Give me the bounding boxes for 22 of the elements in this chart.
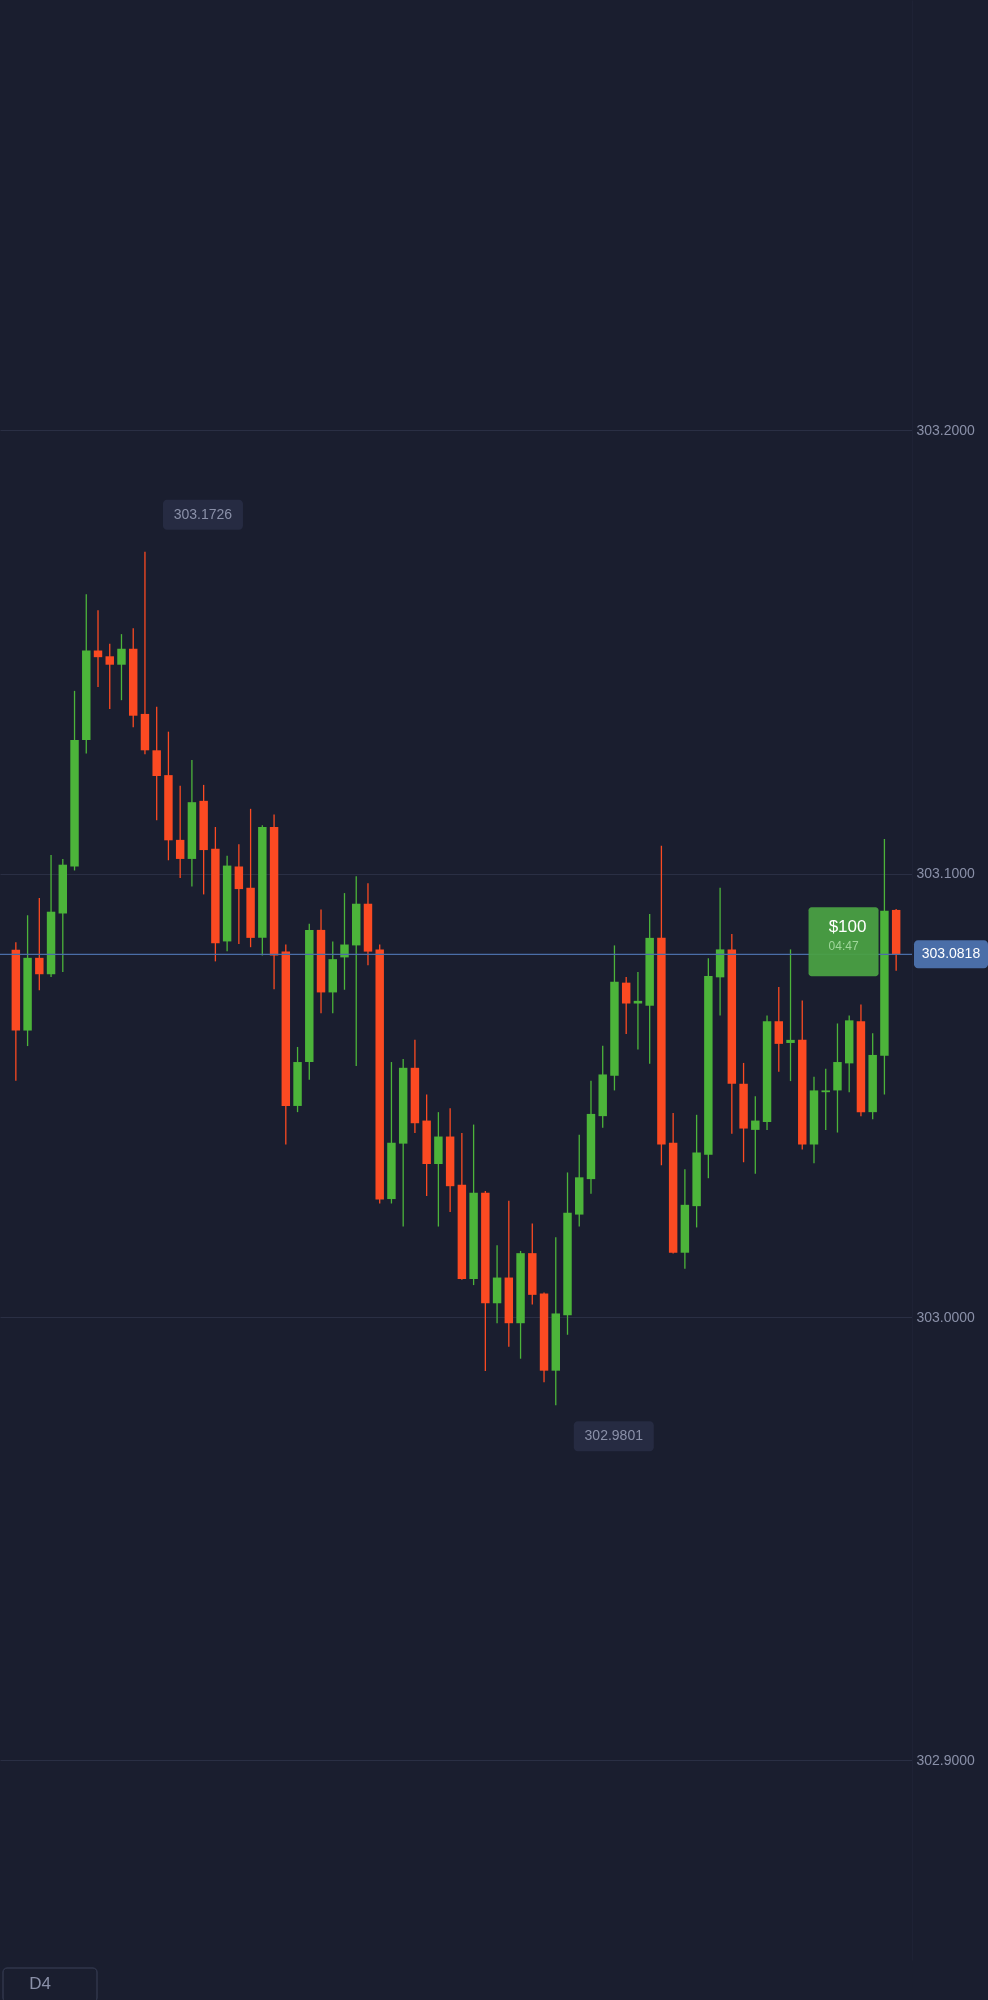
candlestick bbox=[633, 971, 643, 1051]
y-tick-label: 303.1000 bbox=[916, 865, 976, 882]
candlestick bbox=[621, 976, 631, 1035]
candlestick bbox=[175, 785, 185, 879]
candlestick bbox=[105, 643, 114, 710]
y-tick-label: 302.9000 bbox=[916, 1751, 976, 1768]
y-tick-label: 303.0000 bbox=[916, 1308, 976, 1325]
annotation: 303.1726 bbox=[173, 505, 233, 522]
text: D4 bbox=[29, 1974, 51, 1993]
candlestick bbox=[786, 948, 795, 1082]
candlestick bbox=[117, 633, 126, 701]
annotation: 302.9801 bbox=[584, 1427, 644, 1444]
candlestick bbox=[234, 843, 244, 945]
y-tick-label: 303.2000 bbox=[916, 421, 976, 438]
candlestick bbox=[821, 1068, 830, 1131]
annotation: $100 bbox=[828, 917, 867, 937]
candlestick bbox=[340, 892, 349, 991]
candlestick bbox=[774, 986, 784, 1073]
candlestick bbox=[35, 897, 44, 991]
candlestick bbox=[751, 1095, 760, 1175]
annotation: 04:47 bbox=[828, 939, 859, 954]
ref-line-label: 303.0818 bbox=[921, 945, 981, 962]
